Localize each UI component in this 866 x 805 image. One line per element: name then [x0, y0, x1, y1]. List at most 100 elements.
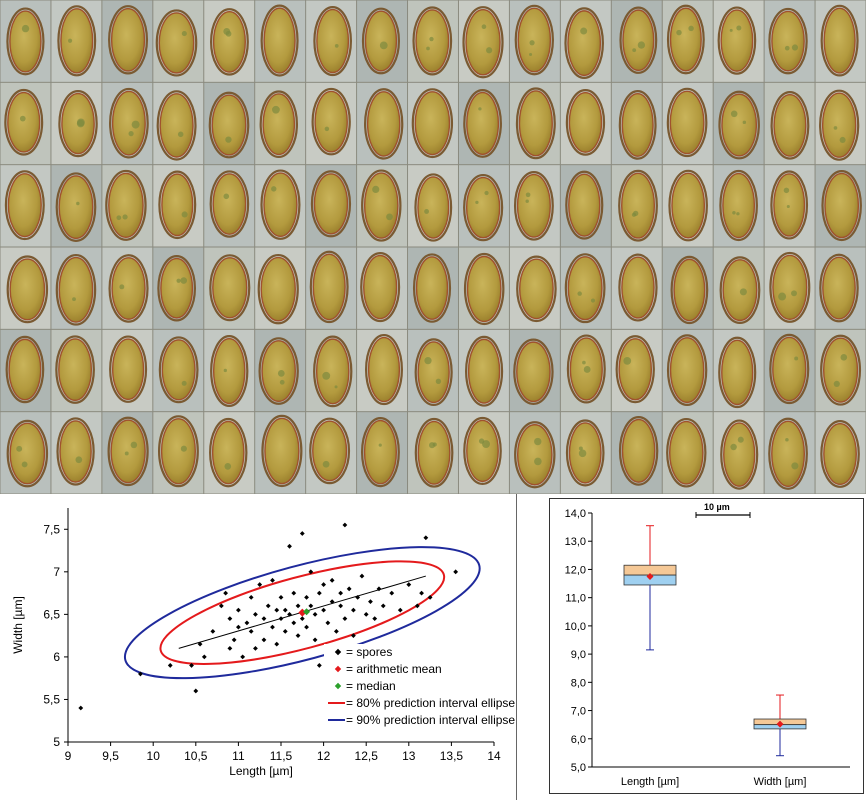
- spore-body: [417, 341, 450, 404]
- x-tick-label: 12: [317, 749, 331, 763]
- spore-wall: [109, 87, 149, 159]
- spore-point: [389, 590, 395, 596]
- spore-body: [161, 173, 194, 237]
- spore-point: [291, 590, 297, 596]
- spore-granule: [583, 366, 591, 373]
- box-panel: 5,0 6,0 7,0 8,0 9,0 10,0 11,0 12,0 13,0 14,0 10 µm…: [549, 498, 864, 794]
- x-tick-label: 9,5: [102, 749, 119, 763]
- spore-granule: [688, 25, 694, 32]
- spore-wall: [463, 252, 505, 326]
- spore-body: [314, 90, 348, 153]
- spore-body: [263, 7, 296, 74]
- spore-granule: [324, 126, 330, 132]
- spore-granule: [529, 52, 533, 57]
- spore-body: [312, 420, 348, 482]
- spore-wall: [209, 8, 249, 76]
- spore-point: [325, 620, 331, 626]
- spore-wall: [819, 89, 860, 161]
- spore-wall: [514, 4, 554, 76]
- spore-point: [295, 633, 301, 639]
- spore-wall: [718, 336, 757, 409]
- spore-body: [212, 257, 248, 319]
- spore-point: [346, 586, 352, 592]
- spore-body: [467, 338, 501, 404]
- x-tick-label: 12,5: [355, 749, 379, 763]
- spore-wall: [311, 87, 351, 156]
- spore-wall: [156, 90, 197, 161]
- spore-wall: [209, 170, 250, 238]
- x-axis-label: Length [µm]: [229, 764, 293, 778]
- x-tick-label: 9: [65, 749, 72, 763]
- spore-wall: [768, 417, 808, 490]
- y-tick-label: 10,0: [565, 621, 586, 633]
- spore-point: [231, 637, 237, 643]
- spore-point: [270, 577, 275, 583]
- spore-point: [376, 586, 382, 592]
- spore-wall: [820, 420, 860, 488]
- y-tick-label: 12,0: [565, 564, 586, 576]
- spore-body: [316, 8, 350, 74]
- y-tick-label: 6,5: [43, 607, 60, 621]
- spore-granule: [334, 44, 339, 48]
- spore-granule: [322, 460, 330, 468]
- spore-point: [342, 522, 348, 528]
- category-label: Width [µm]: [754, 776, 807, 788]
- spore-body: [315, 338, 350, 405]
- spore-wall: [309, 417, 351, 485]
- spore-wall: [361, 7, 401, 75]
- spore-body: [161, 339, 196, 401]
- spore-body: [621, 172, 656, 239]
- spore-body: [773, 93, 807, 157]
- y-tick-label: 5: [53, 735, 60, 749]
- spore-body: [264, 417, 300, 485]
- spore-granule: [833, 380, 840, 387]
- spore-granule: [732, 211, 736, 215]
- y-tick-label: 7: [53, 565, 60, 579]
- legend-marker: [334, 682, 342, 690]
- spore-point: [287, 543, 292, 549]
- spore-wall: [259, 90, 299, 159]
- spore-granule: [181, 31, 187, 37]
- spore-body: [262, 93, 296, 156]
- spore-wall: [209, 417, 248, 488]
- spore-body: [771, 420, 806, 487]
- spore-point: [316, 663, 322, 668]
- spore-wall: [55, 335, 95, 404]
- spore-granule: [784, 45, 790, 51]
- spore-granule: [272, 105, 280, 114]
- spore-wall: [55, 253, 97, 326]
- spore-granule: [632, 48, 637, 53]
- spore-granule: [119, 284, 125, 290]
- spore-body: [212, 173, 247, 235]
- spore-granule: [223, 368, 227, 373]
- spore-wall: [565, 89, 606, 156]
- spore-body: [261, 340, 296, 402]
- spore-wall: [513, 170, 554, 241]
- spore-point: [304, 624, 309, 630]
- spore-granule: [122, 214, 128, 220]
- spore-wall: [210, 335, 249, 408]
- spore-granule: [791, 44, 799, 51]
- spore-body: [160, 418, 196, 485]
- spore-wall: [819, 253, 859, 323]
- spore-point: [342, 616, 348, 622]
- spore-wall: [462, 6, 504, 79]
- spore-wall: [666, 4, 705, 75]
- spore-body: [669, 420, 704, 485]
- spore-body: [414, 91, 451, 156]
- spore-point: [236, 624, 241, 630]
- spore-box-chart: 5,0 6,0 7,0 8,0 9,0 10,0 11,0 12,0 13,0 14,0 10 µm…: [565, 502, 850, 788]
- spore-point: [253, 611, 258, 617]
- spore-point: [359, 573, 365, 579]
- spore-wall: [109, 335, 148, 403]
- spore-granule: [426, 46, 430, 51]
- spore-point: [351, 633, 356, 639]
- spore-granule: [372, 185, 380, 194]
- spore-wall: [55, 172, 97, 242]
- spore-body: [58, 256, 94, 323]
- spore-wall: [463, 173, 504, 242]
- spore-body: [111, 90, 146, 156]
- spore-point: [338, 590, 344, 596]
- spore-wall: [564, 7, 604, 79]
- spore-wall: [463, 416, 502, 485]
